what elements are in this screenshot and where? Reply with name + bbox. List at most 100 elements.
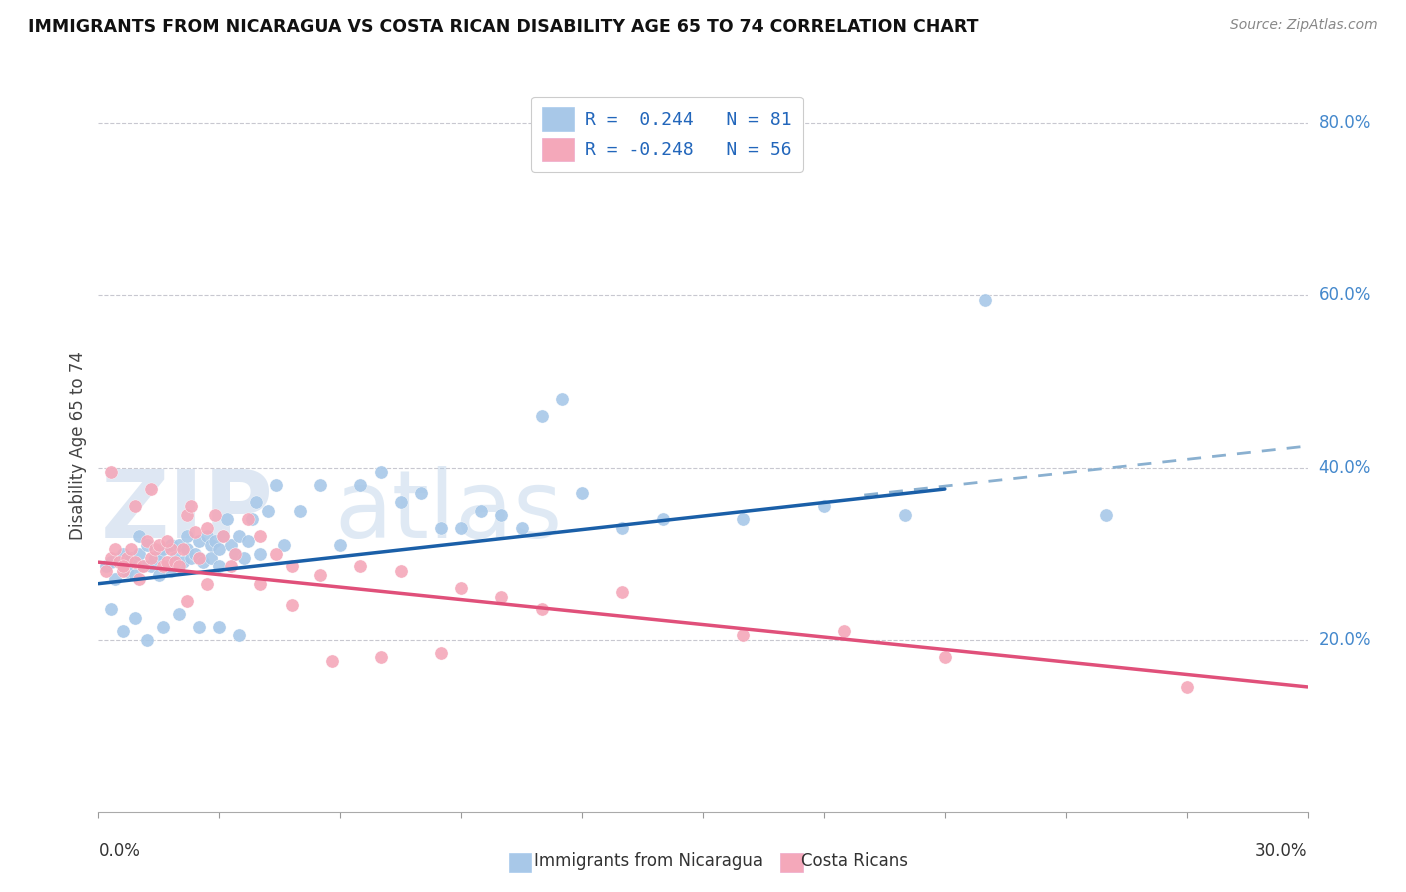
- Point: [107, 550, 129, 565]
- Point: [156, 559, 179, 574]
- Text: 60.0%: 60.0%: [1319, 286, 1371, 304]
- Point: [212, 529, 235, 543]
- Point: [450, 521, 472, 535]
- Point: [100, 555, 122, 569]
- Point: [212, 529, 235, 543]
- Point: [221, 538, 243, 552]
- Point: [249, 529, 271, 543]
- Point: [204, 508, 226, 522]
- Point: [934, 649, 956, 664]
- Point: [236, 533, 259, 548]
- Point: [349, 559, 371, 574]
- Point: [612, 585, 634, 599]
- Point: [329, 538, 352, 552]
- Point: [249, 547, 271, 561]
- Point: [167, 559, 190, 574]
- Point: [974, 293, 997, 307]
- Point: [208, 542, 231, 557]
- Point: [195, 529, 218, 543]
- Point: [180, 500, 202, 514]
- Point: [156, 533, 179, 548]
- Point: [176, 529, 198, 543]
- Point: [120, 550, 142, 565]
- Point: [224, 547, 246, 561]
- Point: [124, 555, 146, 569]
- Point: [124, 568, 146, 582]
- Point: [152, 620, 174, 634]
- Point: [571, 486, 593, 500]
- Point: [188, 533, 211, 548]
- Point: [132, 559, 155, 574]
- Point: [430, 521, 453, 535]
- Point: [208, 559, 231, 574]
- Point: [491, 590, 513, 604]
- Point: [224, 547, 246, 561]
- Point: [256, 503, 278, 517]
- Text: ZIP: ZIP: [101, 466, 274, 558]
- Point: [167, 538, 190, 552]
- Point: [221, 559, 243, 574]
- Point: [100, 602, 122, 616]
- Text: 0.0%: 0.0%: [98, 842, 141, 860]
- Point: [139, 550, 162, 565]
- Text: 30.0%: 30.0%: [1256, 842, 1308, 860]
- Point: [135, 632, 157, 647]
- Point: [111, 559, 134, 574]
- Text: atlas: atlas: [335, 466, 562, 558]
- Point: [124, 500, 146, 514]
- Point: [551, 392, 574, 406]
- Point: [217, 512, 239, 526]
- Point: [281, 598, 304, 612]
- Point: [152, 542, 174, 557]
- Point: [96, 559, 118, 574]
- Point: [309, 568, 332, 582]
- Point: [139, 559, 162, 574]
- Point: [249, 576, 271, 591]
- Text: Source: ZipAtlas.com: Source: ZipAtlas.com: [1230, 18, 1378, 32]
- Point: [135, 538, 157, 552]
- Point: [200, 538, 222, 552]
- Point: [107, 555, 129, 569]
- Point: [450, 581, 472, 595]
- Y-axis label: Disability Age 65 to 74: Disability Age 65 to 74: [69, 351, 87, 541]
- Point: [128, 573, 150, 587]
- Point: [167, 607, 190, 621]
- Point: [1095, 508, 1118, 522]
- Point: [232, 550, 254, 565]
- Point: [160, 538, 183, 552]
- Point: [470, 503, 492, 517]
- Point: [893, 508, 915, 522]
- Text: Immigrants from Nicaragua: Immigrants from Nicaragua: [534, 852, 763, 870]
- Point: [132, 559, 155, 574]
- Point: [180, 550, 202, 565]
- Point: [184, 524, 207, 539]
- Point: [100, 465, 122, 479]
- Point: [1175, 680, 1198, 694]
- Point: [135, 533, 157, 548]
- Point: [813, 500, 835, 514]
- Point: [96, 564, 118, 578]
- Point: [184, 547, 207, 561]
- Point: [530, 409, 553, 423]
- Point: [195, 521, 218, 535]
- Point: [163, 550, 186, 565]
- Point: [160, 542, 183, 557]
- Point: [200, 550, 222, 565]
- Point: [370, 649, 392, 664]
- Point: [612, 521, 634, 535]
- Text: 40.0%: 40.0%: [1319, 458, 1371, 476]
- Point: [321, 654, 343, 668]
- Point: [389, 495, 412, 509]
- Point: [103, 573, 125, 587]
- Point: [188, 550, 211, 565]
- Point: [176, 508, 198, 522]
- Point: [152, 559, 174, 574]
- Bar: [509, 853, 531, 872]
- Point: [204, 533, 226, 548]
- Point: [733, 628, 755, 642]
- Point: [530, 602, 553, 616]
- Point: [111, 547, 134, 561]
- Point: [128, 529, 150, 543]
- Point: [370, 465, 392, 479]
- Point: [409, 486, 432, 500]
